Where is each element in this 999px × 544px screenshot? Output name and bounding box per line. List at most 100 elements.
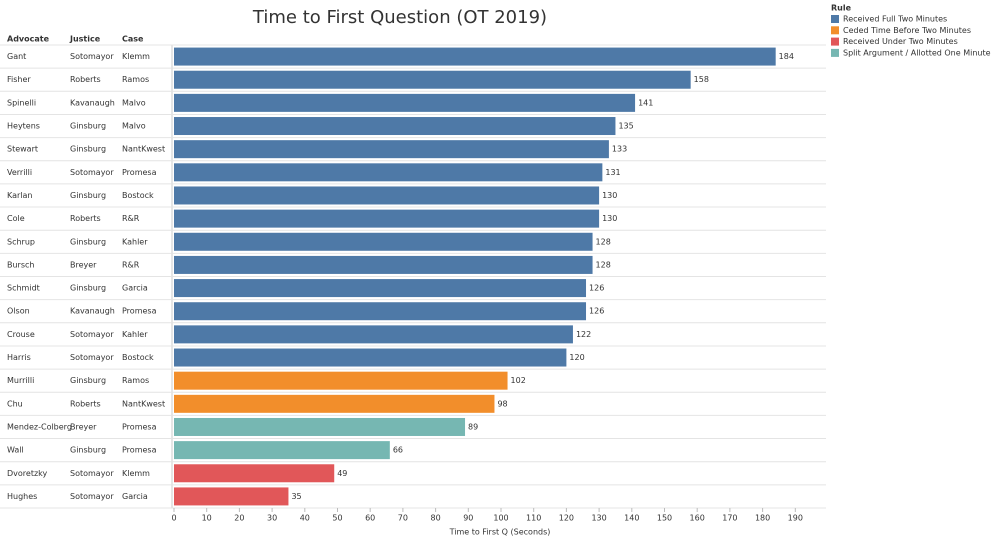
x-tick-label: 10 (202, 514, 212, 523)
x-tick-label: 140 (624, 514, 639, 523)
case-label: Malvo (122, 98, 146, 107)
value-label: 141 (638, 98, 653, 107)
case-label: Ramos (122, 75, 149, 84)
x-tick-label: 20 (234, 514, 244, 523)
case-label: Malvo (122, 122, 146, 131)
value-label: 66 (393, 446, 403, 455)
advocate-label: Schmidt (7, 284, 40, 293)
case-label: Bostock (122, 353, 154, 362)
bar (174, 348, 567, 367)
advocate-label: Bursch (7, 260, 34, 269)
advocate-label: Murrilli (7, 376, 34, 385)
justice-label: Ginsburg (70, 122, 106, 131)
case-label: Kahler (122, 237, 148, 246)
advocate-label: Karlan (7, 191, 33, 200)
case-label: Klemm (122, 52, 150, 61)
x-tick-label: 30 (267, 514, 277, 523)
justice-label: Ginsburg (70, 446, 106, 455)
bar (174, 302, 587, 321)
value-label: 49 (337, 469, 347, 478)
justice-label: Kavanaugh (70, 307, 115, 316)
bar (174, 47, 776, 66)
justice-label: Ginsburg (70, 284, 106, 293)
chart-title: Time to First Question (OT 2019) (252, 7, 547, 28)
bar (174, 464, 335, 483)
x-tick-label: 130 (591, 514, 606, 523)
value-label: 122 (576, 330, 591, 339)
case-label: Ramos (122, 376, 149, 385)
justice-label: Roberts (70, 214, 101, 223)
justice-label: Ginsburg (70, 191, 106, 200)
value-label: 131 (605, 168, 620, 177)
row-header: Justice (69, 35, 101, 44)
bar (174, 325, 573, 344)
advocate-label: Olson (7, 307, 30, 316)
justice-label: Sotomayor (70, 492, 114, 501)
value-label: 126 (589, 284, 604, 293)
bar (174, 186, 600, 205)
legend-label: Received Full Two Minutes (843, 15, 947, 24)
legend-swatch (831, 37, 839, 46)
bar (174, 441, 390, 460)
case-label: Promesa (122, 446, 157, 455)
advocate-label: Dvoretzky (7, 469, 48, 478)
x-tick-label: 100 (493, 514, 508, 523)
x-axis-label: Time to First Q (Seconds) (449, 528, 551, 537)
value-label: 128 (596, 260, 611, 269)
x-tick-label: 50 (332, 514, 342, 523)
case-label: Klemm (122, 469, 150, 478)
x-tick-label: 70 (398, 514, 408, 523)
case-label: Garcia (122, 492, 148, 501)
justice-label: Ginsburg (70, 145, 106, 154)
bar (174, 487, 289, 506)
value-label: 130 (602, 191, 617, 200)
justice-label: Sotomayor (70, 469, 114, 478)
value-label: 133 (612, 145, 627, 154)
case-label: Bostock (122, 191, 154, 200)
x-tick-label: 160 (690, 514, 705, 523)
legend-title: Rule (831, 4, 852, 13)
justice-label: Breyer (70, 422, 97, 431)
value-label: 130 (602, 214, 617, 223)
case-label: Garcia (122, 284, 148, 293)
bar (174, 394, 495, 413)
case-label: Promesa (122, 422, 157, 431)
value-label: 128 (596, 237, 611, 246)
x-tick-label: 60 (365, 514, 375, 523)
legend-swatch (831, 26, 839, 35)
x-tick-label: 120 (559, 514, 574, 523)
bar (174, 279, 587, 298)
x-tick-label: 170 (722, 514, 737, 523)
x-tick-label: 80 (431, 514, 441, 523)
advocate-label: Cole (7, 214, 25, 223)
value-label: 158 (694, 75, 709, 84)
case-label: NantKwest (122, 399, 165, 408)
justice-label: Ginsburg (70, 237, 106, 246)
case-label: NantKwest (122, 145, 165, 154)
advocate-label: Stewart (7, 145, 38, 154)
justice-label: Sotomayor (70, 353, 114, 362)
value-label: 102 (511, 376, 526, 385)
bar (174, 417, 466, 436)
case-label: Kahler (122, 330, 148, 339)
x-tick-label: 40 (300, 514, 310, 523)
bar (174, 93, 636, 112)
value-label: 135 (618, 122, 633, 131)
x-tick-label: 150 (657, 514, 672, 523)
advocate-label: Wall (7, 446, 24, 455)
bar (174, 371, 508, 390)
justice-label: Breyer (70, 260, 97, 269)
value-label: 98 (497, 399, 507, 408)
value-label: 89 (468, 422, 478, 431)
advocate-label: Mendez-Colberg (7, 422, 72, 431)
legend-swatch (831, 48, 839, 57)
justice-label: Kavanaugh (70, 98, 115, 107)
x-tick-label: 190 (788, 514, 803, 523)
justice-label: Sotomayor (70, 168, 114, 177)
bar (174, 70, 691, 89)
advocate-label: Hughes (7, 492, 37, 501)
advocate-label: Fisher (7, 75, 31, 84)
advocate-label: Heytens (7, 122, 40, 131)
value-label: 126 (589, 307, 604, 316)
